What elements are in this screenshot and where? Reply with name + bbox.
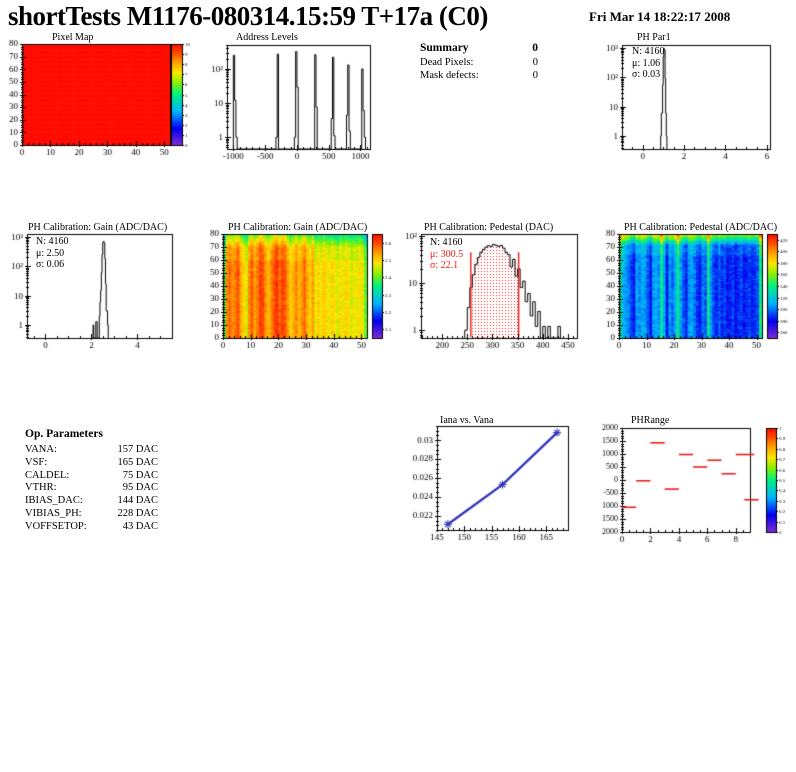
summary-row-label: Mask defects: [420,70,479,81]
op-row-vthr: VTHR: 95 DAC [25,482,158,495]
pedestal-hist-stats-box: N: 4160 μ: 300.5 σ: 22.1 [430,237,463,272]
op-row-value: 95 DAC [122,482,158,494]
op-row-caldel: CALDEL: 75 DAC [25,470,158,483]
stat-mean: μ: 1.06 [632,57,661,69]
op-row-label: VOFFSETOP: [25,520,87,532]
ph-par1-stats-box: N: 4160 μ: 1.06 σ: 0.03 [632,46,665,81]
gain-hist-stats-box: N: 4160 μ: 2.50 σ: 0.06 [36,236,69,271]
stat-entries: N: 4160 [430,237,463,248]
chart-title-iana-vs-vana: Iana vs. Vana [440,415,494,426]
op-row-label: VANA: [25,444,57,455]
op-row-value: 165 DAC [117,456,158,468]
chart-title-phrange: PHRange [631,415,670,426]
stat-sigma: σ: 0.03 [632,69,661,80]
summary-row-mask-defects: Mask defects: 0 [420,69,538,83]
op-row-label: IBIAS_DAC: [25,495,83,507]
summary-row-value: 0 [532,56,538,68]
op-row-voffsetop: VOFFSETOP: 43 DAC [25,521,158,534]
report-datetime: Fri Mar 14 18:22:17 2008 [589,9,731,24]
summary-block: Summary 0 Dead Pixels: 0 Mask defects: 0 [420,42,538,83]
stat-sigma: σ: 22.1 [430,260,459,271]
op-row-label: CALDEL: [25,469,70,481]
stat-sigma: σ: 0.06 [36,259,65,270]
summary-row-value: 0 [532,70,538,81]
summary-row-label: Dead Pixels: [420,56,474,68]
chart-title-ph-par1: PH Par1 [637,32,671,43]
op-row-label: VSF: [25,456,48,468]
summary-title: Summary [420,42,469,54]
op-row-value: 157 DAC [117,444,158,455]
chart-title-pedestal-hist: PH Calibration: Pedestal (DAC) [424,222,554,233]
chart-title-gain-hist: PH Calibration: Gain (ADC/DAC) [28,222,168,233]
op-row-value: 228 DAC [117,507,158,519]
op-row-value: 144 DAC [117,495,158,507]
chart-title-pixel-map: Pixel Map [52,32,94,43]
stat-entries: N: 4160 [632,46,665,57]
op-row-ibias-dac: IBIAS_DAC: 144 DAC [25,495,158,508]
op-row-vana: VANA: 157 DAC [25,444,158,457]
op-row-value: 43 DAC [122,520,158,532]
chart-title-address-levels: Address Levels [236,32,298,43]
chart-title-pedestal-map: PH Calibration: Pedestal (ADC/DAC) [624,222,778,233]
stat-mean: μ: 2.50 [36,247,65,259]
summary-header-row: Summary 0 [420,42,538,56]
stat-mean: μ: 300.5 [430,248,464,260]
stat-entries: N: 4160 [36,236,69,247]
op-parameters-block: Op. Parameters VANA: 157 DAC VSF: 165 DA… [25,427,158,534]
op-row-vsf: VSF: 165 DAC [25,457,158,470]
page-title: shortTests M1176-080314.15:59 T+17a (C0) [8,1,488,31]
op-row-value: 75 DAC [122,469,158,481]
op-parameters-title: Op. Parameters [25,428,103,440]
op-row-vibias-ph: VIBIAS_PH: 228 DAC [25,508,158,521]
summary-value: 0 [532,42,538,54]
op-row-label: VIBIAS_PH: [25,507,82,519]
summary-row-dead-pixels: Dead Pixels: 0 [420,56,538,70]
op-row-label: VTHR: [25,482,57,494]
chart-title-gain-map: PH Calibration: Gain (ADC/DAC) [228,222,368,233]
